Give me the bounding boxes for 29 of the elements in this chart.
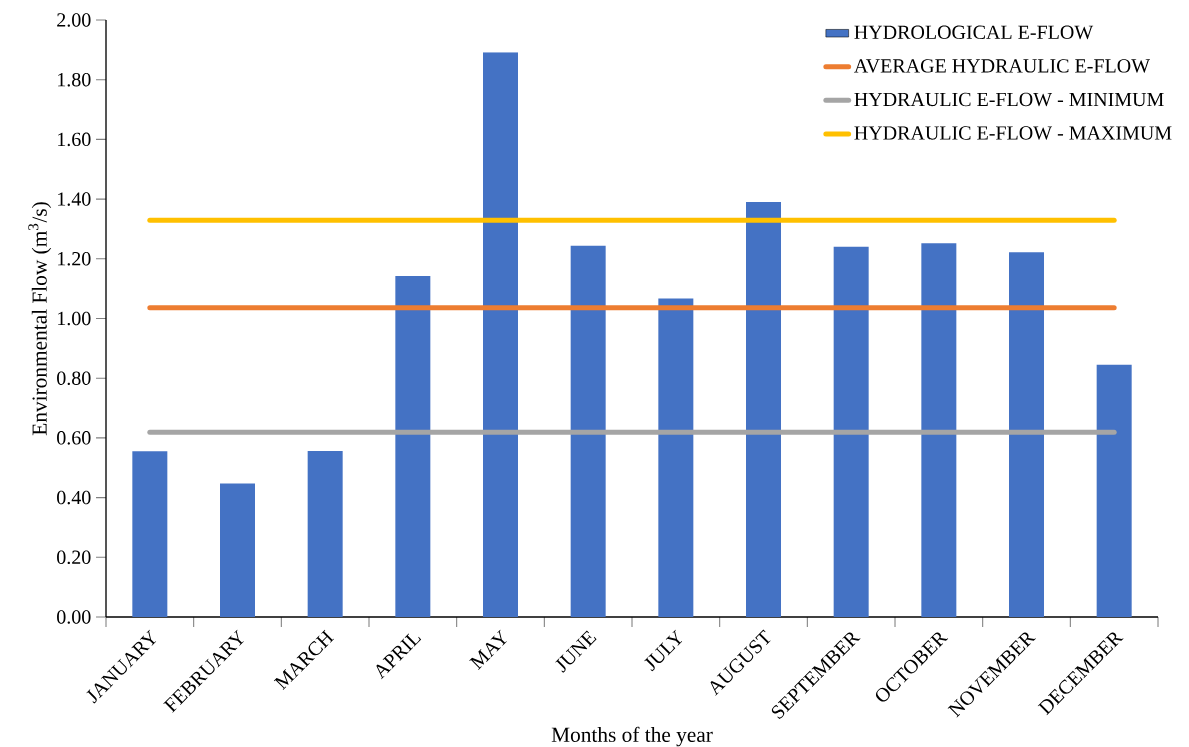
y-tick-label: 1.40	[58, 192, 91, 206]
bar	[658, 298, 694, 617]
y-tick-label: 0.00	[57, 610, 91, 624]
y-tick-label: 1.00	[58, 311, 91, 326]
bar	[220, 483, 255, 617]
bar	[307, 451, 343, 617]
y-tick-label: 0.20	[57, 550, 91, 565]
bar	[1096, 364, 1132, 617]
y-tick-label: 2.00	[57, 13, 91, 27]
legend-label: HYDRAULIC E-FLOW - MAXIMUM	[854, 126, 1172, 140]
y-tick-label: 1.20	[58, 252, 91, 266]
bar	[833, 246, 869, 617]
y-tick-label: 0.60	[57, 431, 91, 445]
bar	[483, 52, 518, 617]
bar	[746, 202, 781, 617]
legend-label: AVERAGE HYDRAULIC E-FLOW	[853, 59, 1151, 73]
bar	[1009, 252, 1045, 617]
bar	[132, 451, 168, 617]
y-axis-title: Environmental Flow (m$^{3}$/s)	[28, 202, 52, 436]
y-tick-label: 0.40	[57, 490, 91, 505]
bar	[921, 243, 957, 617]
y-tick-label: 1.80	[58, 72, 91, 87]
y-tick-label: 0.80	[57, 371, 91, 385]
y-tick-label: 1.60	[58, 132, 91, 147]
legend-label: HYDRAULIC E-FLOW - MINIMUM	[854, 92, 1164, 107]
bar	[570, 245, 606, 617]
x-axis-title: Months of the year	[551, 726, 713, 747]
legend-label: HYDROLOGICAL E-FLOW	[854, 25, 1094, 40]
bar	[395, 276, 431, 617]
